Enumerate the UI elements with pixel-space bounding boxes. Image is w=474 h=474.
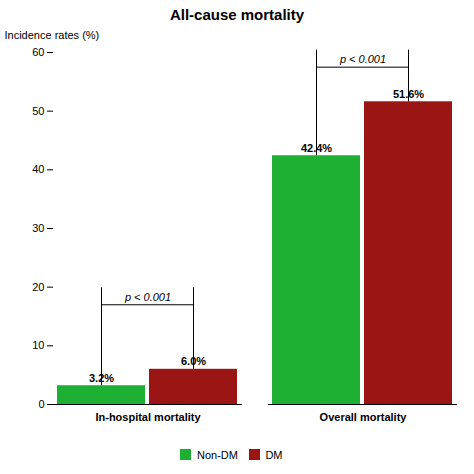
svg-text:In-hospital mortality: In-hospital mortality (95, 411, 201, 423)
svg-text:10: 10 (32, 339, 44, 351)
svg-text:20: 20 (32, 281, 44, 293)
svg-text:51.6%: 51.6% (393, 88, 424, 100)
svg-text:50: 50 (32, 105, 44, 117)
svg-text:42.4%: 42.4% (301, 142, 332, 154)
html-text:All-cause mortality: All-cause mortality (169, 6, 305, 23)
svg-text:30: 30 (32, 222, 44, 234)
svg-text:Incidence rates (%): Incidence rates (%) (5, 29, 100, 41)
svg-text:60: 60 (32, 46, 44, 58)
html-text:DM: DM (265, 448, 283, 461)
svg-text:Overall mortality: Overall mortality (320, 411, 408, 423)
svg-text:6.0%: 6.0% (181, 355, 206, 367)
svg-text:p < 0.001: p < 0.001 (124, 291, 171, 303)
html-text:Non-DM: Non-DM (197, 448, 238, 461)
svg-text:3.2%: 3.2% (89, 372, 114, 384)
svg-text:0: 0 (38, 398, 44, 410)
svg-text:p < 0.001: p < 0.001 (339, 53, 386, 65)
svg-text:40: 40 (32, 163, 44, 175)
